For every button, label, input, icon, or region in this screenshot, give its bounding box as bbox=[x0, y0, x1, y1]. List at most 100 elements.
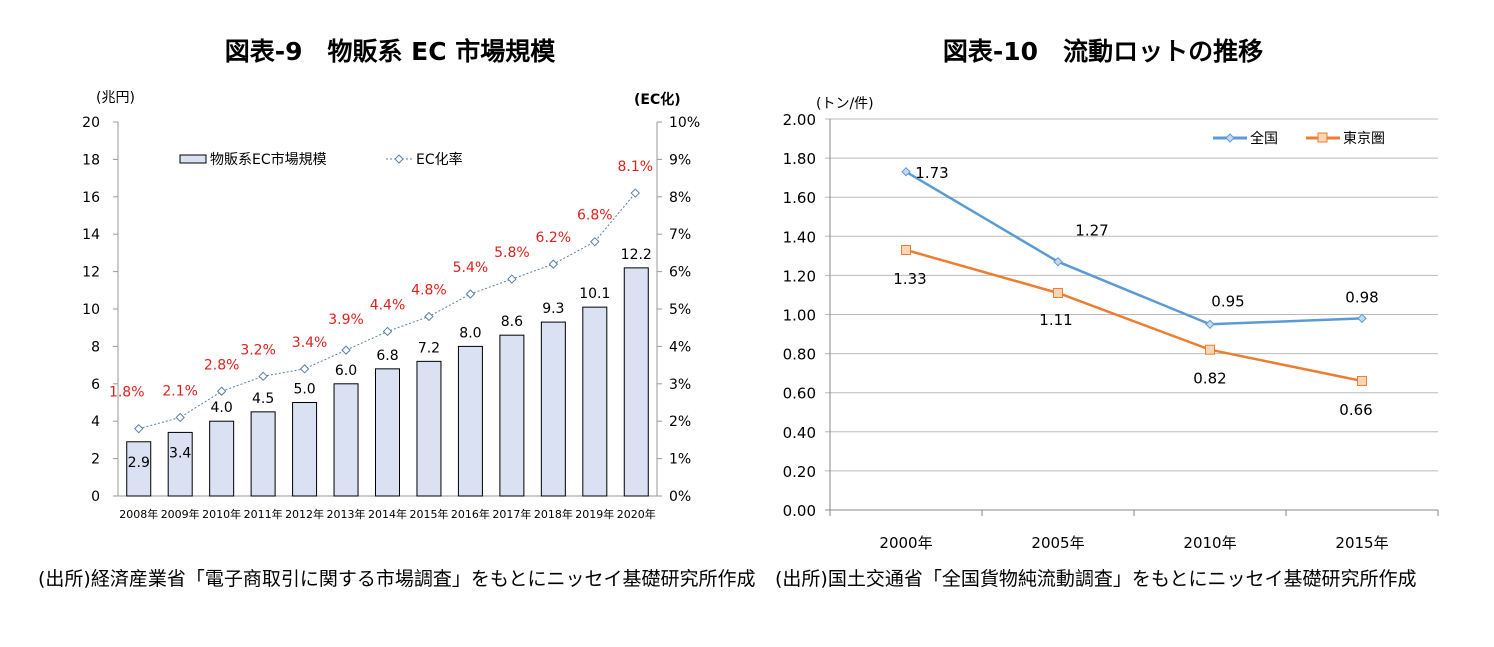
bar-value-label: 4.5 bbox=[252, 391, 274, 407]
data-label: 1.33 bbox=[893, 270, 926, 288]
ec-rate-point bbox=[134, 423, 144, 434]
right-source-note: (出所)国土交通省「全国貨物純流動調査」をもとにニッセイ基礎研究所作成 bbox=[775, 568, 1417, 590]
ec-rate-point bbox=[465, 289, 476, 299]
y-tick-label: 18 bbox=[82, 152, 100, 168]
ec-rate-point bbox=[424, 311, 434, 322]
data-point bbox=[1357, 313, 1367, 324]
data-point bbox=[901, 167, 911, 177]
x-tick-label: 2016年 bbox=[451, 507, 490, 521]
x-tick-label: 2019年 bbox=[575, 507, 614, 521]
ec-rate-point bbox=[341, 345, 351, 355]
bar bbox=[457, 345, 483, 497]
bar bbox=[416, 360, 442, 497]
y2-tick-label: 3% bbox=[669, 377, 691, 393]
bar-value-label: 5.0 bbox=[293, 382, 315, 398]
ec-rate-label: 8.1% bbox=[617, 159, 653, 175]
y-tick-label: 16 bbox=[82, 190, 100, 206]
y2-tick-label: 8% bbox=[669, 190, 691, 206]
x-tick-label: 2010年 bbox=[1183, 534, 1236, 552]
y2-tick-label: 4% bbox=[669, 339, 691, 355]
x-tick-label: 2008年 bbox=[119, 507, 158, 521]
legend-tokyo-label: 東京圏 bbox=[1343, 131, 1385, 147]
bar bbox=[582, 306, 608, 497]
x-tick-label: 2020年 bbox=[617, 507, 656, 521]
x-tick-label: 2013年 bbox=[327, 507, 366, 521]
bar bbox=[209, 420, 235, 497]
ec-rate-point bbox=[548, 259, 559, 269]
y2-tick-label: 9% bbox=[669, 152, 691, 168]
x-tick-label: 2017年 bbox=[492, 507, 531, 521]
x-tick-label: 2010年 bbox=[202, 507, 241, 521]
ec-rate-label: 1.8% bbox=[109, 385, 145, 401]
data-label: 0.98 bbox=[1345, 288, 1378, 306]
bar bbox=[333, 383, 359, 497]
y2-tick-label: 6% bbox=[669, 265, 691, 281]
left-chart-title: 図表-9 物販系 EC 市場規模 bbox=[225, 37, 557, 66]
ec-rate-point bbox=[258, 371, 268, 382]
bar bbox=[167, 431, 193, 497]
x-tick-label: 2000年 bbox=[879, 534, 932, 552]
data-label: 0.82 bbox=[1193, 370, 1226, 388]
left-source-note: (出所)経済産業省「電子商取引に関する市場調査」をもとにニッセイ基礎研究所作成 bbox=[38, 568, 756, 590]
y-tick-label: 2.00 bbox=[783, 111, 816, 129]
legend-bar-swatch bbox=[179, 154, 207, 164]
bar-value-label: 2.9 bbox=[128, 455, 150, 471]
ec-rate-point bbox=[299, 364, 310, 374]
legend-square-icon bbox=[1317, 132, 1328, 143]
bar-value-label: 3.4 bbox=[169, 445, 191, 461]
ec-rate-point bbox=[382, 326, 393, 337]
legend-bar-label: 物販系EC市場規模 bbox=[210, 151, 327, 168]
y-tick-label: 1.20 bbox=[783, 267, 816, 285]
y-tick-label: 0.80 bbox=[783, 346, 816, 364]
bar-value-label: 6.0 bbox=[335, 363, 357, 379]
data-point bbox=[1053, 287, 1063, 298]
y2-tick-label: 10% bbox=[669, 115, 700, 131]
left-y-axis-label: (兆円) bbox=[96, 90, 135, 106]
ec-rate-label: 3.2% bbox=[240, 342, 276, 358]
right-chart-y-axis-label: (トン/件) bbox=[816, 96, 874, 112]
ec-rate-label: 6.8% bbox=[577, 208, 613, 224]
bar-value-label: 4.0 bbox=[211, 400, 233, 416]
ec-rate-point bbox=[507, 274, 517, 284]
y-tick-label: 0.40 bbox=[783, 424, 816, 442]
y2-tick-label: 1% bbox=[669, 452, 691, 468]
x-tick-label: 2005年 bbox=[1031, 534, 1084, 552]
ec-rate-label: 4.8% bbox=[411, 282, 447, 298]
legend-line-label: EC化率 bbox=[416, 151, 463, 168]
data-point bbox=[1357, 375, 1367, 386]
ec-rate-point bbox=[216, 386, 227, 396]
ec-rate-point bbox=[630, 188, 640, 198]
data-label: 0.95 bbox=[1211, 292, 1244, 310]
x-tick-label: 2015年 bbox=[409, 507, 448, 521]
ec-rate-label: 5.4% bbox=[453, 260, 489, 276]
series-line-tokyo bbox=[905, 248, 1363, 383]
y-tick-label: 2 bbox=[91, 452, 100, 468]
y-tick-label: 1.00 bbox=[783, 307, 816, 325]
legend-zenkoku-label: 全国 bbox=[1250, 130, 1278, 147]
bar bbox=[250, 411, 276, 497]
right-y-axis-label: (EC化) bbox=[634, 91, 681, 108]
y-tick-label: 0.20 bbox=[783, 463, 816, 481]
y-tick-label: 14 bbox=[82, 227, 100, 243]
ec-rate-label: 5.8% bbox=[494, 245, 530, 261]
y-tick-label: 1.40 bbox=[783, 228, 816, 246]
data-point bbox=[1205, 319, 1215, 329]
bar bbox=[623, 267, 649, 497]
bar-value-label: 8.0 bbox=[459, 325, 481, 341]
y-tick-label: 20 bbox=[82, 115, 100, 131]
data-label: 0.66 bbox=[1339, 401, 1372, 419]
y2-tick-label: 7% bbox=[669, 227, 691, 243]
y2-tick-label: 2% bbox=[669, 414, 691, 430]
y-tick-label: 8 bbox=[91, 339, 100, 355]
y-tick-label: 1.80 bbox=[783, 150, 816, 168]
bar bbox=[126, 441, 152, 497]
ec-rate-label: 6.2% bbox=[536, 230, 572, 246]
data-label: 1.73 bbox=[915, 164, 948, 182]
y-tick-label: 0 bbox=[91, 489, 100, 505]
data-point bbox=[1205, 344, 1215, 355]
data-point bbox=[1053, 257, 1063, 267]
y-tick-label: 10 bbox=[82, 302, 100, 318]
data-label: 1.27 bbox=[1075, 222, 1108, 240]
y-tick-label: 12 bbox=[82, 265, 100, 281]
y-tick-label: 1.60 bbox=[783, 189, 816, 207]
